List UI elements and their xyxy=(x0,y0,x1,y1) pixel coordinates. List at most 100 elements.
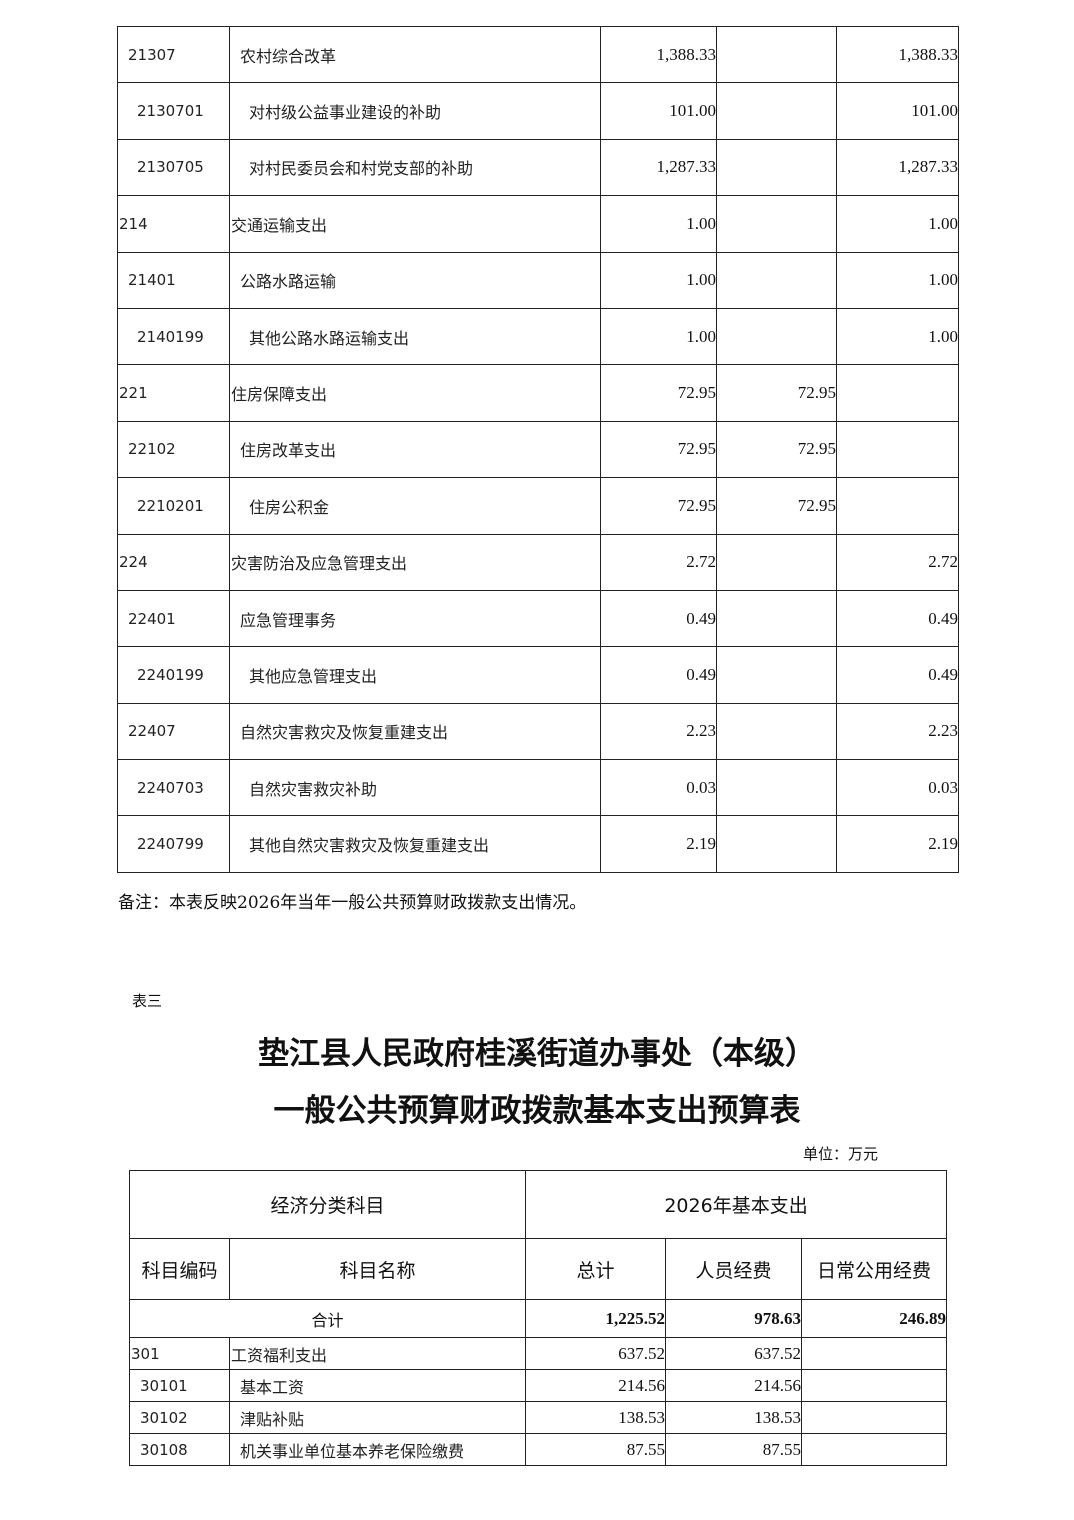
table-row: 21401 公路水路运输 1.00 1.00 xyxy=(117,251,959,309)
row-code: 301 xyxy=(129,1337,230,1370)
row-personnel xyxy=(716,815,837,873)
table-row: 2210201 住房公积金 72.95 72.95 xyxy=(117,477,959,535)
row-name: 对村级公益事业建设的补助 xyxy=(229,82,601,140)
row-personnel: 87.55 xyxy=(665,1433,803,1466)
row-total: 72.95 xyxy=(600,364,717,422)
row-total: 138.53 xyxy=(525,1401,667,1434)
row-personnel xyxy=(716,702,837,761)
row-name: 其他公路水路运输支出 xyxy=(229,307,601,366)
table-row: 30102 津贴补贴 138.53 138.53 xyxy=(129,1401,948,1434)
row-total: 1,287.33 xyxy=(600,138,717,197)
basic-expenditure-table: 经济分类科目 2026年基本支出 科目编码 科目名称 总计 人员经费 日常公用经… xyxy=(128,1170,948,1466)
row-code: 2240703 xyxy=(117,759,230,817)
table-row: 221 住房保障支出 72.95 72.95 xyxy=(117,364,959,422)
row-code: 2130705 xyxy=(117,138,230,197)
row-code: 2140199 xyxy=(117,307,230,366)
table-row: 2130705 对村民委员会和村党支部的补助 1,287.33 1,287.33 xyxy=(117,138,959,197)
table-row: 22102 住房改革支出 72.95 72.95 xyxy=(117,420,959,479)
row-name: 自然灾害救灾补助 xyxy=(229,759,601,817)
row-public: 0.49 xyxy=(836,589,959,648)
row-total: 2.19 xyxy=(600,815,717,873)
header-economic-category: 经济分类科目 xyxy=(128,1170,527,1239)
table-row: 2240703 自然灾害救灾补助 0.03 0.03 xyxy=(117,759,959,817)
row-total: 2.23 xyxy=(600,702,717,761)
row-total: 1.00 xyxy=(600,307,717,366)
row-personnel xyxy=(716,195,837,253)
row-name: 住房公积金 xyxy=(229,477,601,535)
row-name: 住房保障支出 xyxy=(229,364,601,422)
unit-label: 单位：万元 xyxy=(803,1145,879,1163)
row-total: 1.00 xyxy=(600,195,717,253)
row-total: 87.55 xyxy=(525,1433,667,1466)
row-public xyxy=(801,1401,948,1434)
row-code: 2210201 xyxy=(117,477,230,535)
row-total: 72.95 xyxy=(600,477,717,535)
row-name: 交通运输支出 xyxy=(229,195,601,253)
row-personnel: 138.53 xyxy=(665,1401,803,1434)
row-code: 214 xyxy=(117,195,230,253)
table-row: 21307 农村综合改革 1,388.33 1,388.33 xyxy=(117,25,959,84)
row-public xyxy=(836,364,959,422)
table-row: 22407 自然灾害救灾及恢复重建支出 2.23 2.23 xyxy=(117,702,959,761)
total-label: 合计 xyxy=(128,1299,527,1338)
row-personnel xyxy=(716,589,837,648)
row-name: 住房改革支出 xyxy=(229,420,601,479)
page-title-line1: 垫江县人民政府桂溪街道办事处（本级） xyxy=(258,1036,816,1072)
header-public: 日常公用经费 xyxy=(801,1238,948,1300)
row-name: 基本工资 xyxy=(228,1369,527,1402)
table-row: 2240799 其他自然灾害救灾及恢复重建支出 2.19 2.19 xyxy=(117,815,959,873)
row-public: 1,388.33 xyxy=(836,25,959,84)
row-total: 214.56 xyxy=(525,1369,667,1402)
row-public: 0.49 xyxy=(836,646,959,704)
row-name: 其他自然灾害救灾及恢复重建支出 xyxy=(229,815,601,873)
row-name: 机关事业单位基本养老保险缴费 xyxy=(228,1433,527,1466)
row-public xyxy=(801,1337,948,1370)
table-row: 2140199 其他公路水路运输支出 1.00 1.00 xyxy=(117,307,959,366)
row-personnel xyxy=(716,138,837,197)
total-personnel: 978.63 xyxy=(665,1299,803,1338)
row-personnel xyxy=(716,646,837,704)
row-personnel: 72.95 xyxy=(716,477,837,535)
table-row: 30108 机关事业单位基本养老保险缴费 87.55 87.55 xyxy=(129,1433,948,1466)
row-total: 637.52 xyxy=(525,1337,667,1370)
page-title-line2: 一般公共预算财政拨款基本支出预算表 xyxy=(273,1093,801,1129)
row-personnel xyxy=(716,307,837,366)
row-name: 其他应急管理支出 xyxy=(229,646,601,704)
row-code: 30101 xyxy=(129,1369,230,1402)
table-row: 224 灾害防治及应急管理支出 2.72 2.72 xyxy=(117,533,959,591)
row-public: 1.00 xyxy=(836,307,959,366)
row-code: 22102 xyxy=(117,420,230,479)
row-code: 22407 xyxy=(117,702,230,761)
row-public xyxy=(836,477,959,535)
row-code: 2240799 xyxy=(117,815,230,873)
row-name: 公路水路运输 xyxy=(229,251,601,309)
expenditure-table-continued: 21307 农村综合改革 1,388.33 1,388.33 2130701 对村级公益事… xyxy=(117,25,959,873)
total-public: 246.89 xyxy=(801,1299,948,1338)
row-name: 津贴补贴 xyxy=(228,1401,527,1434)
row-code: 21307 xyxy=(117,25,230,84)
row-personnel xyxy=(716,533,837,591)
table-row: 2240199 其他应急管理支出 0.49 0.49 xyxy=(117,646,959,704)
row-total: 1.00 xyxy=(600,251,717,309)
table-note: 备注：本表反映2026年当年一般公共预算财政拨款支出情况。 xyxy=(118,893,587,913)
row-public xyxy=(801,1433,948,1466)
table-row: 22401 应急管理事务 0.49 0.49 xyxy=(117,589,959,648)
row-name: 灾害防治及应急管理支出 xyxy=(229,533,601,591)
row-code: 30102 xyxy=(129,1401,230,1434)
row-name: 农村综合改革 xyxy=(229,25,601,84)
row-code: 30108 xyxy=(129,1433,230,1466)
header-group-row: 经济分类科目 2026年基本支出 xyxy=(128,1170,948,1239)
row-personnel: 72.95 xyxy=(716,364,837,422)
row-name: 应急管理事务 xyxy=(229,589,601,648)
row-code: 221 xyxy=(117,364,230,422)
row-total: 1,388.33 xyxy=(600,25,717,84)
row-name: 对村民委员会和村党支部的补助 xyxy=(229,138,601,197)
row-personnel: 72.95 xyxy=(716,420,837,479)
total-row: 合计 1,225.52 978.63 246.89 xyxy=(128,1299,948,1338)
row-name: 工资福利支出 xyxy=(228,1337,527,1370)
table-row: 2130701 对村级公益事业建设的补助 101.00 101.00 xyxy=(117,82,959,140)
row-personnel xyxy=(716,759,837,817)
row-public: 2.19 xyxy=(836,815,959,873)
row-public xyxy=(836,420,959,479)
row-total: 2.72 xyxy=(600,533,717,591)
